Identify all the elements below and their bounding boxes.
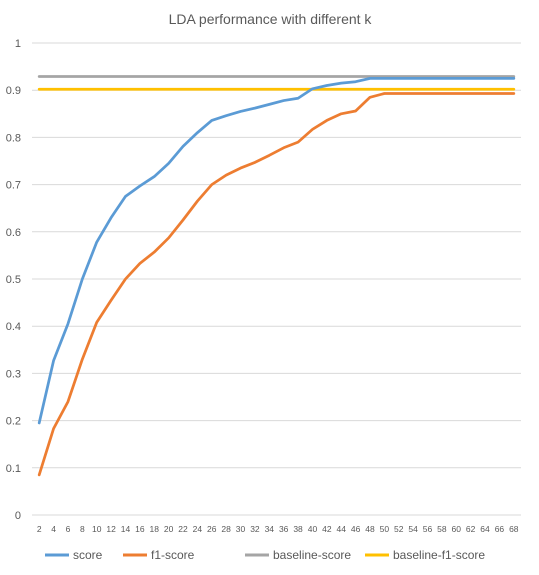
- x-tick-label: 46: [351, 524, 361, 534]
- y-tick-label: 0.1: [6, 463, 21, 475]
- x-tick-label: 34: [265, 524, 275, 534]
- x-tick-label: 4: [51, 524, 56, 534]
- x-tick-label: 22: [178, 524, 188, 534]
- y-tick-label: 0: [15, 510, 21, 522]
- x-tick-label: 8: [80, 524, 85, 534]
- y-tick-label: 0.5: [6, 274, 21, 286]
- x-tick-label: 66: [495, 524, 505, 534]
- x-tick-label: 50: [380, 524, 390, 534]
- x-tick-label: 14: [121, 524, 131, 534]
- x-tick-label: 26: [207, 524, 217, 534]
- y-tick-label: 0.3: [6, 368, 21, 380]
- x-tick-label: 20: [164, 524, 174, 534]
- x-axis-ticks: 2 4 6 8 10 12 14 16 18 20 22 24 26 28 30 32 34 36 38 40 42 44…: [37, 524, 519, 534]
- legend-label-f1-score: f1-score: [151, 548, 195, 562]
- y-tick-label: 0.8: [6, 132, 21, 144]
- x-tick-label: 52: [394, 524, 404, 534]
- x-tick-label: 60: [452, 524, 462, 534]
- x-tick-label: 36: [279, 524, 289, 534]
- x-tick-label: 48: [365, 524, 375, 534]
- x-tick-label: 40: [308, 524, 318, 534]
- x-tick-label: 38: [293, 524, 303, 534]
- x-tick-label: 18: [150, 524, 160, 534]
- x-tick-label: 68: [509, 524, 519, 534]
- x-tick-label: 54: [408, 524, 418, 534]
- legend-label-baseline-score: baseline-score: [273, 548, 351, 562]
- x-tick-label: 32: [250, 524, 260, 534]
- x-tick-label: 24: [193, 524, 203, 534]
- x-tick-label: 10: [92, 524, 102, 534]
- y-tick-label: 0.7: [6, 180, 21, 192]
- y-tick-label: 0.6: [6, 227, 21, 239]
- series-line-score: [37, 77, 516, 425]
- legend: score f1-score baseline-score baseline-f1-s…: [45, 548, 485, 562]
- x-tick-label: 62: [466, 524, 476, 534]
- y-tick-label: 0.2: [6, 416, 21, 428]
- x-tick-label: 30: [236, 524, 246, 534]
- x-tick-label: 44: [336, 524, 346, 534]
- y-tick-label: 0.9: [6, 85, 21, 97]
- y-tick-label: 0.4: [6, 321, 21, 333]
- x-tick-label: 56: [423, 524, 433, 534]
- legend-label-baseline-f1-score: baseline-f1-score: [393, 548, 485, 562]
- y-axis-ticks: 0 0.1 0.2 0.3 0.4 0.5 0.6 0.7 0.8 0.9 1: [6, 38, 21, 522]
- x-tick-label: 64: [480, 524, 490, 534]
- x-tick-label: 28: [221, 524, 231, 534]
- y-tick-label: 1: [15, 38, 21, 50]
- series-line-f1-score: [37, 92, 516, 477]
- legend-label-score: score: [73, 548, 103, 562]
- x-tick-label: 2: [37, 524, 42, 534]
- x-tick-label: 58: [437, 524, 447, 534]
- gridlines: [32, 42, 521, 516]
- x-tick-label: 16: [135, 524, 145, 534]
- chart-title: LDA performance with different k: [169, 11, 373, 27]
- x-tick-label: 42: [322, 524, 332, 534]
- x-tick-label: 6: [66, 524, 71, 534]
- x-tick-label: 12: [106, 524, 116, 534]
- series-lines: [37, 75, 516, 477]
